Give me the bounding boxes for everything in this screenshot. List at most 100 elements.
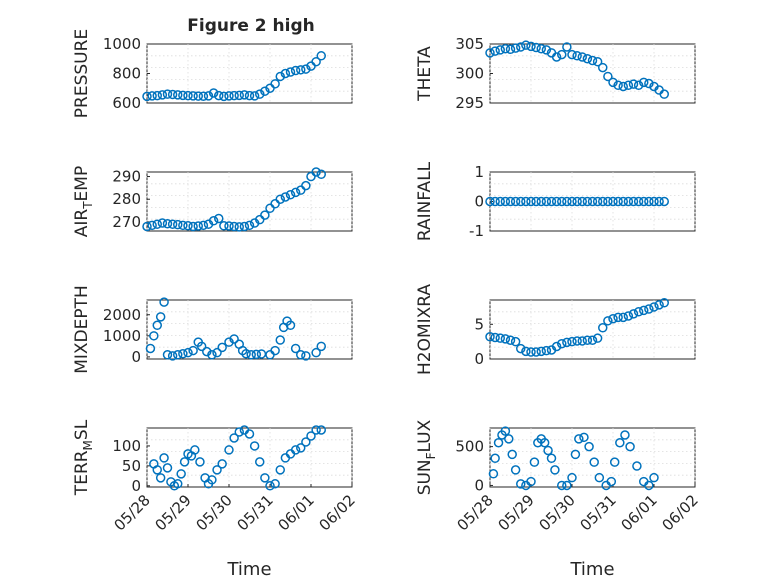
sunflux-point: [516, 479, 526, 489]
sunflux-point: [543, 445, 553, 456]
h2omixra-point: [572, 336, 582, 346]
subplot-2: 270 280 290 AIRTEMP: [72, 166, 353, 238]
pressure-point: [162, 89, 173, 99]
terrmsl-point: [176, 469, 186, 479]
mixdepth-point: [196, 341, 207, 352]
y-axis-label-subscript: T: [81, 201, 95, 210]
mixdepth-point: [145, 343, 156, 354]
rainfall-point: [649, 196, 659, 207]
airtemp-point: [147, 220, 157, 231]
pressure-point: [219, 91, 229, 102]
theta-point: [505, 44, 516, 55]
rainfall-point: [500, 196, 511, 207]
pressure-point: [255, 89, 265, 99]
rainfall-point: [485, 196, 495, 207]
theta-point: [485, 48, 495, 58]
airtemp-point: [152, 219, 162, 229]
theta-point: [500, 43, 511, 54]
mixdepth-point: [183, 347, 193, 358]
sunflux-point: [625, 441, 635, 452]
theta-point: [521, 40, 531, 50]
y-tick-label: 290: [112, 168, 141, 186]
rainfall-point: [644, 196, 654, 207]
terrmsl-point: [152, 465, 162, 475]
airtemp-point: [234, 222, 244, 232]
mixdepth-point: [207, 350, 217, 360]
axes-frame: [489, 427, 696, 488]
sunflux-point: [615, 438, 625, 448]
rainfall-point: [613, 196, 623, 207]
theta-point: [526, 41, 536, 52]
h2omixra-point: [654, 300, 664, 310]
theta-point: [639, 77, 649, 88]
pressure-point: [147, 91, 157, 101]
terrmsl-point: [159, 453, 169, 463]
pressure-point: [203, 91, 214, 101]
theta-point: [577, 52, 587, 62]
y-axis-label: PRESSURE: [72, 29, 92, 118]
rainfall-point: [572, 196, 582, 207]
y-tick-label: 50: [122, 457, 141, 475]
rainfall-point: [567, 196, 577, 207]
y-axis-label-subscript: M: [81, 440, 95, 450]
y-axis-label: SUNFLUX: [415, 419, 438, 495]
sunflux-point: [507, 449, 517, 460]
mixdepth-point: [316, 341, 326, 352]
axes-frame: [146, 171, 353, 232]
rainfall-point: [618, 196, 628, 207]
sunflux-point: [557, 480, 567, 491]
terrmsl-point: [306, 431, 316, 441]
y-axis-label-main: AIR: [72, 209, 92, 238]
pressure-point: [198, 91, 209, 101]
y-tick-label: 0: [131, 477, 141, 495]
y-tick-label: 0: [474, 476, 484, 494]
pressure-point: [214, 90, 224, 101]
h2omixra-point: [505, 335, 516, 346]
pressure-point: [275, 71, 285, 82]
axes-frame: [489, 43, 696, 104]
y-axis-label: THETA: [415, 46, 435, 102]
mixdepth-point: [167, 351, 178, 361]
sunflux-point: [579, 432, 589, 443]
y-axis-label: TERRMSL: [72, 419, 95, 496]
sunflux-point: [606, 476, 617, 487]
h2omixra-point: [592, 333, 603, 343]
theta-point: [628, 79, 639, 89]
sunflux-point: [589, 457, 599, 467]
terrmsl-point: [179, 457, 190, 467]
theta-point: [659, 89, 669, 99]
airtemp-point: [280, 192, 291, 202]
sunflux-point: [567, 472, 577, 483]
rainfall-point: [623, 196, 634, 207]
h2omixra-point: [531, 347, 541, 357]
y-tick-label: 800: [112, 65, 141, 83]
sunflux-point: [584, 441, 594, 452]
airtemp-point: [275, 194, 285, 204]
y-tick-label: 1000: [103, 35, 141, 53]
sunflux-point: [490, 453, 500, 464]
mixdepth-point: [188, 345, 198, 356]
h2omixra-point: [582, 335, 593, 346]
airtemp-point: [142, 221, 152, 232]
terrmsl-point: [173, 479, 183, 489]
mixdepth-point: [296, 350, 306, 360]
y-tick-label: 500: [455, 438, 484, 456]
terrmsl-point: [260, 473, 270, 483]
airtemp-point: [173, 219, 183, 230]
pressure-point: [173, 90, 183, 100]
h2omixra-point: [562, 337, 572, 348]
axes-frame: [489, 299, 696, 360]
y-axis-label-main: TERR: [72, 450, 92, 496]
h2omixra-point: [623, 311, 634, 321]
terrmsl-point: [275, 465, 285, 475]
y-axis-label-rest: SL: [72, 419, 92, 440]
airtemp-point: [224, 221, 234, 231]
y-tick-label: 270: [112, 213, 141, 231]
rainfall-point: [633, 196, 644, 207]
terrmsl-point: [162, 463, 173, 473]
airtemp-point: [239, 221, 250, 232]
terrmsl-point: [270, 479, 280, 489]
mixdepth-point: [162, 350, 173, 360]
pressure-point: [224, 91, 234, 101]
theta-point: [490, 46, 500, 56]
